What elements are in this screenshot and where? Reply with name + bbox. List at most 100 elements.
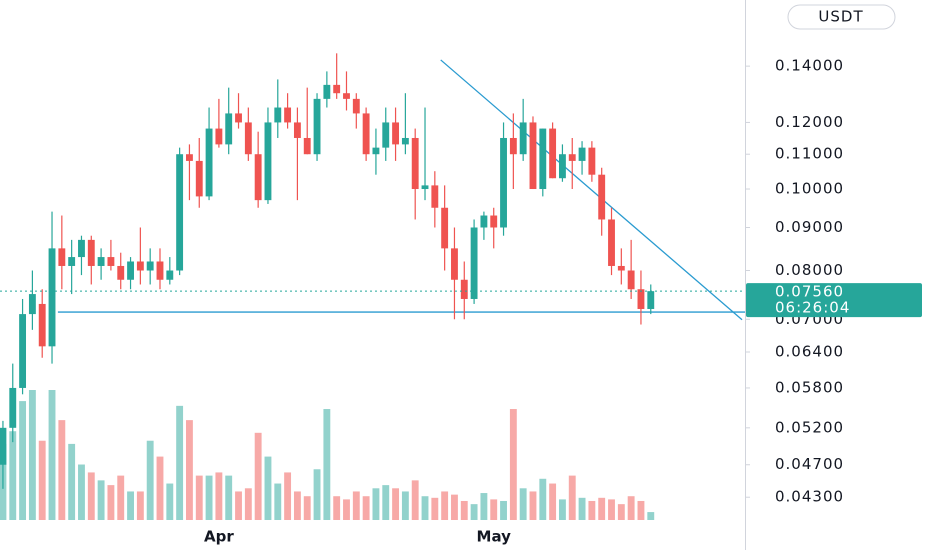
volume-bar	[588, 500, 596, 520]
volume-bar	[460, 500, 468, 520]
candle-body	[323, 84, 331, 99]
currency-label[interactable]: USDT	[818, 8, 863, 26]
y-tick-label: 0.05200	[775, 418, 844, 436]
y-tick-label: 0.12000	[775, 113, 844, 131]
volume-bar	[411, 480, 419, 520]
volume-bar	[244, 488, 252, 520]
candle-body	[480, 215, 488, 228]
candle-layer	[0, 53, 745, 489]
volume-bar	[166, 483, 174, 520]
volume-bar	[509, 409, 517, 520]
volume-bar	[392, 488, 400, 520]
candle-body	[264, 122, 272, 201]
candle-body	[568, 154, 576, 161]
volume-bar	[48, 390, 56, 520]
volume-bar	[284, 472, 292, 520]
volume-bar	[500, 500, 507, 520]
volume-bar	[78, 464, 85, 520]
volume-bar	[333, 496, 341, 520]
volume-bar	[382, 485, 390, 520]
candle-body	[87, 239, 95, 266]
candle-body	[647, 291, 655, 309]
candle-body	[509, 137, 517, 155]
candle-body	[578, 147, 586, 161]
volume-bar	[637, 500, 645, 520]
volume-bar	[127, 491, 134, 520]
volume-bar	[608, 499, 615, 520]
x-tick-label: May	[477, 528, 512, 546]
volume-bar	[156, 456, 164, 520]
candle-body	[176, 154, 184, 271]
candle-body	[392, 122, 400, 145]
volume-bar	[136, 491, 144, 520]
volume-bar	[58, 420, 66, 520]
volume-bar	[225, 475, 233, 520]
volume-bar	[431, 497, 439, 520]
candle-body	[127, 261, 134, 280]
candle-body	[195, 160, 203, 197]
volume-bar	[97, 480, 105, 520]
candle-body	[470, 227, 478, 299]
candle-body	[19, 314, 27, 388]
volume-bar	[87, 472, 95, 520]
candle-body	[166, 270, 174, 280]
volume-bar	[303, 496, 311, 520]
volume-bar	[421, 496, 429, 520]
y-tick-label: 0.09000	[775, 218, 844, 236]
volume-bar	[451, 494, 458, 520]
y-tick-label: 0.10000	[775, 180, 844, 198]
volume-bar	[9, 431, 17, 520]
volume-bar	[264, 456, 272, 520]
volume-bar	[68, 443, 76, 520]
countdown-label: 06:26:04	[775, 299, 850, 317]
volume-bar	[195, 475, 203, 520]
candle-body	[235, 113, 242, 123]
candle-body	[588, 147, 596, 175]
volume-bar	[28, 390, 36, 520]
volume-bar	[519, 488, 527, 520]
candle-body	[205, 128, 213, 197]
candle-body	[0, 427, 7, 465]
candle-body	[225, 113, 233, 145]
last-price-label: 0.07560	[775, 283, 844, 301]
candle-body	[382, 122, 390, 148]
candle-body	[490, 215, 498, 228]
candle-body	[519, 122, 527, 155]
y-tick-label: 0.08000	[775, 261, 844, 279]
volume-bar	[107, 485, 115, 520]
volume-bar	[558, 499, 566, 520]
candle-body	[431, 185, 439, 208]
candle-body	[539, 128, 547, 190]
candle-body	[293, 122, 301, 138]
volume-bar	[617, 504, 625, 520]
volume-bar	[146, 440, 154, 520]
candle-body	[460, 279, 468, 299]
candle-body	[68, 257, 76, 266]
volume-bar	[578, 497, 586, 520]
volume-bar	[568, 475, 576, 520]
candle-body	[627, 270, 635, 290]
volume-bar	[372, 488, 380, 520]
candle-body	[244, 122, 252, 155]
volume-bar	[117, 475, 125, 520]
volume-bar	[470, 504, 478, 520]
volume-bar	[539, 478, 547, 520]
volume-bar	[323, 409, 331, 520]
candle-body	[343, 93, 350, 99]
currency-button[interactable]	[787, 4, 896, 30]
candle-body	[598, 174, 606, 220]
candle-body	[48, 248, 56, 347]
candle-body	[352, 98, 360, 114]
x-tick-label: Apr	[204, 528, 234, 546]
volume-bar	[254, 432, 262, 520]
candle-body	[421, 185, 429, 190]
volume-bar	[19, 401, 27, 520]
candle-body	[107, 257, 115, 266]
candle-body	[411, 137, 419, 190]
candle-body	[58, 248, 66, 266]
candle-body	[156, 261, 164, 280]
volume-bar	[480, 493, 488, 520]
candle-body	[549, 128, 557, 179]
